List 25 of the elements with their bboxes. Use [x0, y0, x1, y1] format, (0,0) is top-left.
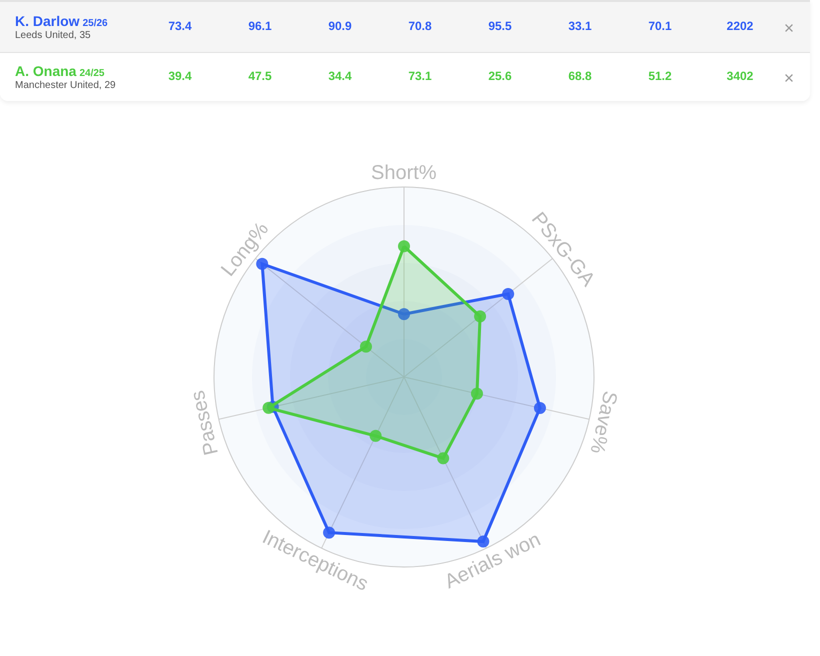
- text: 51.2: [647, 69, 673, 83]
- text: Leeds United, 35: [15, 30, 91, 40]
- text: Manchester United, 29: [15, 80, 116, 90]
- text: 95.5: [487, 19, 513, 33]
- text: 25.6: [487, 69, 513, 83]
- text: A. Onana: [15, 63, 76, 79]
- text: 33.1: [567, 19, 593, 33]
- text: 2202: [726, 19, 754, 33]
- text: 25/26: [82, 18, 108, 29]
- text: 68.8: [567, 69, 593, 83]
- spoke-label: Passes: [186, 388, 223, 458]
- text: 90.9: [327, 19, 353, 33]
- text: 34.4: [327, 69, 353, 83]
- text: 70.8: [407, 19, 433, 33]
- text: 3402: [726, 69, 754, 83]
- text: 47.5: [247, 69, 273, 83]
- text: 96.1: [247, 19, 273, 33]
- text: 39.4: [167, 69, 193, 83]
- text: K. Darlow: [15, 13, 80, 29]
- spoke-label: Short%: [371, 162, 437, 184]
- text: 73.1: [407, 69, 433, 83]
- spoke-label: Save%: [585, 388, 622, 456]
- text: 73.4: [167, 19, 193, 33]
- text: 24/25: [79, 68, 104, 79]
- text: 70.1: [647, 19, 673, 33]
